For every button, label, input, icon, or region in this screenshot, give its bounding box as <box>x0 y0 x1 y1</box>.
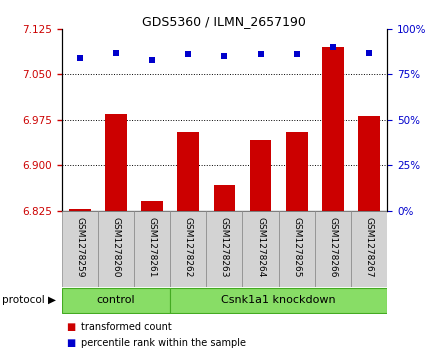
Point <box>366 50 373 56</box>
Bar <box>141 201 163 211</box>
Bar <box>105 114 127 211</box>
Bar <box>322 47 344 211</box>
Bar <box>351 211 387 287</box>
Bar <box>98 211 134 287</box>
Bar <box>358 115 380 211</box>
Text: GSM1278266: GSM1278266 <box>328 217 337 277</box>
Bar <box>315 211 351 287</box>
Bar <box>279 211 315 287</box>
Text: GSM1278264: GSM1278264 <box>256 217 265 277</box>
Point <box>257 52 264 57</box>
Text: GSM1278261: GSM1278261 <box>147 217 157 277</box>
Bar <box>206 211 242 287</box>
Bar <box>170 288 387 313</box>
Bar <box>250 140 271 211</box>
Text: GSM1278267: GSM1278267 <box>365 217 374 277</box>
Bar <box>134 211 170 287</box>
Point <box>185 52 192 57</box>
Bar <box>69 209 91 211</box>
Text: GSM1278265: GSM1278265 <box>292 217 301 277</box>
Bar <box>62 288 170 313</box>
Bar <box>213 184 235 211</box>
Text: GSM1278260: GSM1278260 <box>111 217 121 277</box>
Bar <box>170 211 206 287</box>
Point <box>149 57 156 63</box>
Point <box>76 55 83 61</box>
Bar <box>62 211 98 287</box>
Text: percentile rank within the sample: percentile rank within the sample <box>81 338 246 348</box>
Text: Csnk1a1 knockdown: Csnk1a1 knockdown <box>221 295 336 305</box>
Point <box>221 53 228 59</box>
Text: GSM1278259: GSM1278259 <box>75 217 84 277</box>
Text: transformed count: transformed count <box>81 322 172 332</box>
Point <box>293 52 300 57</box>
Text: control: control <box>96 295 135 305</box>
Text: protocol ▶: protocol ▶ <box>2 295 56 305</box>
Title: GDS5360 / ILMN_2657190: GDS5360 / ILMN_2657190 <box>143 15 306 28</box>
Bar <box>177 132 199 211</box>
Text: GSM1278262: GSM1278262 <box>184 217 193 277</box>
Text: ■: ■ <box>66 322 75 332</box>
Text: GSM1278263: GSM1278263 <box>220 217 229 277</box>
Point <box>112 50 119 56</box>
Bar <box>242 211 279 287</box>
Text: ■: ■ <box>66 338 75 348</box>
Point <box>330 44 337 50</box>
Bar <box>286 132 308 211</box>
